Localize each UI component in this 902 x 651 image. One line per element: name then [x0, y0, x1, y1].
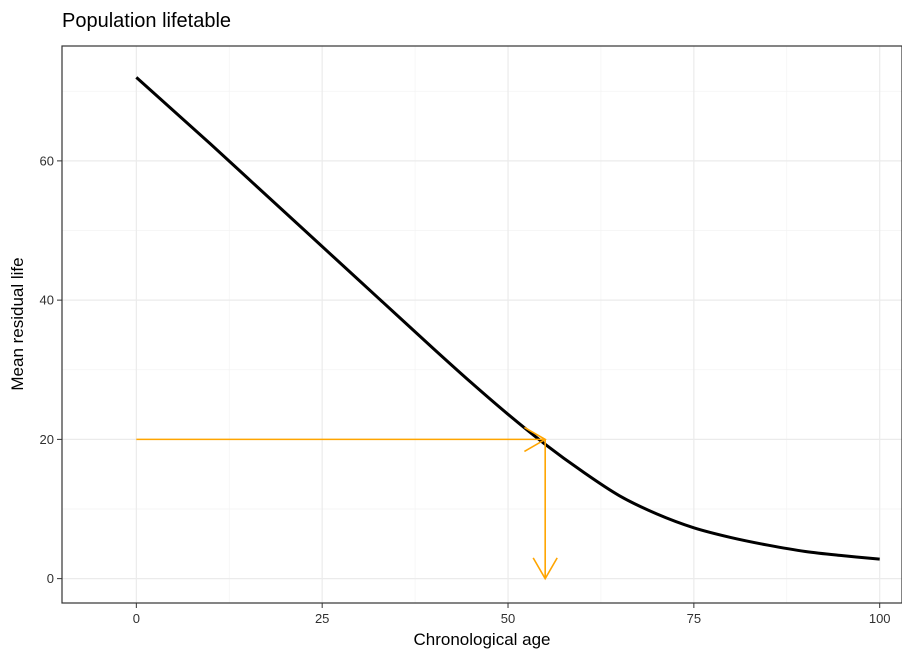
- x-axis-title: Chronological age: [413, 630, 550, 649]
- y-tick-label: 0: [47, 571, 54, 586]
- series-layer: [135, 76, 880, 561]
- plot-panel-border: [61, 45, 902, 604]
- x-tick-label: 0: [133, 611, 140, 626]
- y-tick-label: 40: [40, 293, 54, 308]
- x-tick-label: 25: [315, 611, 329, 626]
- y-axis: 0 20 40 60: [40, 153, 62, 586]
- y-tick-label: 20: [40, 432, 54, 447]
- chart-title: Population lifetable: [62, 10, 231, 32]
- annotation-layer: [136, 426, 558, 581]
- x-axis: 0 25 50 75 100: [133, 603, 891, 626]
- arrow-head: [532, 557, 558, 581]
- x-tick-label: 75: [687, 611, 701, 626]
- y-axis-title: Mean residual life: [8, 257, 27, 390]
- mean-residual-life-line: [135, 76, 880, 561]
- minor-gridlines: [62, 46, 902, 603]
- x-tick-label: 100: [869, 611, 891, 626]
- annotation-arrow: [532, 439, 558, 581]
- x-tick-label: 50: [501, 611, 515, 626]
- y-tick-label: 60: [40, 153, 54, 168]
- annotation-arrow: [136, 426, 547, 453]
- major-gridlines: [62, 46, 902, 603]
